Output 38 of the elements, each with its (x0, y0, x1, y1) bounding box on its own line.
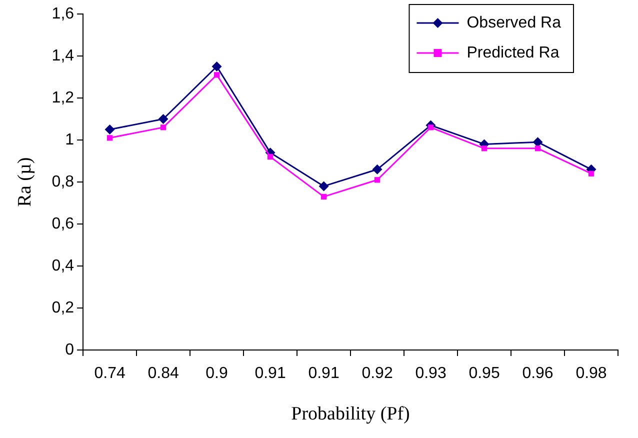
point (374, 177, 380, 183)
x-tick-label: 0.95 (468, 365, 500, 382)
point (212, 62, 222, 72)
point (267, 154, 274, 160)
x-tick-label: 0.84 (148, 365, 179, 382)
x-tick-label: 0.93 (415, 365, 446, 382)
y-tick-label: 1,4 (52, 47, 74, 64)
y-tick-label: 1 (65, 131, 74, 148)
point (588, 170, 594, 176)
point (318, 181, 329, 192)
y-tick-label: 0,4 (52, 257, 74, 274)
point (372, 164, 382, 174)
y-tick-label: 0,6 (52, 215, 74, 232)
point (158, 114, 168, 124)
point (214, 72, 220, 78)
y-tick-label: 0,2 (52, 299, 74, 316)
point (160, 124, 166, 130)
y-tick-label: 0,8 (52, 173, 74, 190)
x-tick-label: 0.98 (576, 365, 607, 382)
point (320, 194, 327, 200)
y-tick-label: 0 (65, 341, 74, 358)
x-tick-label: 0.9 (206, 365, 228, 382)
x-tick-label: 0.74 (94, 365, 126, 382)
point (532, 137, 543, 148)
x-tick-label: 0.96 (522, 365, 554, 382)
y-tick-label: 1,2 (52, 89, 74, 106)
point (534, 146, 541, 152)
y-tick-label: 1,6 (52, 5, 74, 22)
x-axis-title: Probability (Pf) (291, 404, 410, 425)
point (106, 135, 113, 141)
point (104, 124, 115, 134)
legend-label: Observed Ra (466, 14, 562, 32)
x-tick-label: 0.92 (362, 365, 393, 382)
point (481, 146, 488, 152)
x-tick-label: 0.91 (308, 365, 340, 382)
x-tick-label: 0.91 (254, 365, 286, 382)
legend-label: Predicted Ra (466, 44, 560, 62)
y-axis-title: Ra (µ) (14, 157, 36, 207)
